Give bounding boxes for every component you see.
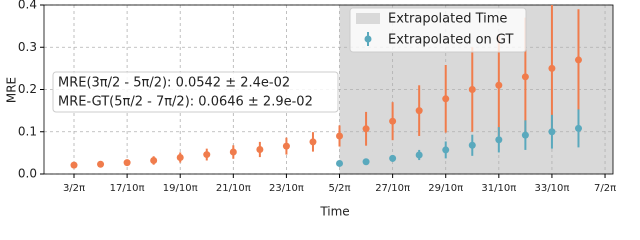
point [282, 142, 290, 150]
x-tick-label: 27/10π [375, 183, 410, 194]
point [150, 156, 158, 164]
point [521, 131, 529, 139]
point [415, 107, 423, 115]
point [362, 125, 370, 133]
legend-label: Extrapolated Time [388, 12, 507, 27]
y-axis-label: MRE [5, 77, 19, 103]
annotation-box [52, 71, 339, 113]
legend-swatch [356, 13, 380, 24]
point [336, 159, 344, 167]
point [309, 138, 317, 146]
point [468, 86, 476, 93]
point [97, 160, 105, 168]
point [362, 158, 370, 166]
point [574, 56, 582, 64]
x-tick-label: 21/10π [216, 183, 251, 194]
legend-box [349, 7, 527, 53]
point [336, 132, 344, 140]
point [389, 154, 397, 162]
point [468, 141, 476, 149]
x-tick-label: 29/10π [428, 183, 463, 194]
y-tick-label: 0.2 [18, 82, 37, 96]
point [203, 151, 211, 159]
point [123, 159, 131, 167]
point [548, 128, 556, 136]
x-tick-label: 5/2π [328, 183, 350, 194]
point [415, 151, 423, 159]
point [495, 136, 503, 144]
point [548, 64, 556, 72]
point [495, 81, 503, 89]
x-tick-label: 31/10π [481, 183, 516, 194]
x-tick-label: 19/10π [163, 183, 198, 194]
legend-label: Extrapolated on GT [388, 33, 514, 48]
annotation: MRE-GT(5π/2 - 7π/2): 0.0646 ± 2.9e-02 [58, 95, 313, 110]
point [574, 124, 582, 132]
y-tick-label: 0.3 [18, 40, 37, 54]
x-tick-label: 17/10π [110, 183, 145, 194]
y-tick-label: 0.4 [18, 0, 37, 12]
x-axis-label: Time [319, 205, 349, 219]
legend-marker [364, 35, 372, 43]
y-tick-label: 0.1 [18, 124, 37, 138]
plot-frame [43, 4, 614, 175]
point [442, 146, 450, 154]
annotation: MRE(3π/2 - 5π/2): 0.0542 ± 2.4e-02 [58, 76, 290, 91]
point [442, 95, 450, 103]
point [70, 161, 78, 169]
x-tick-label: 23/10π [269, 183, 304, 194]
x-tick-label: 33/10π [535, 183, 570, 194]
chart: Time MRE 0.0 0.1 0.2 0.3 0.4 3/2π 17/10π 19/10π… [5, 0, 617, 219]
y-tick-label: 0.0 [18, 167, 37, 181]
point [389, 117, 397, 125]
x-tick-label: 7/2π [594, 183, 616, 194]
x-tick-label: 3/2π [63, 183, 85, 194]
point [521, 73, 529, 81]
point [256, 145, 264, 153]
point [229, 148, 237, 156]
point [176, 154, 184, 162]
